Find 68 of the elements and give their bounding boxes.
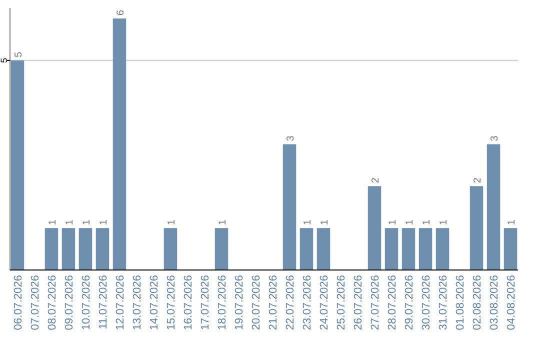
x-tick-label: 26.07.2026	[352, 275, 365, 330]
bar	[384, 228, 398, 270]
data-label: 1	[438, 219, 450, 226]
bar	[300, 228, 314, 270]
x-tick-label: 22.07.2026	[284, 275, 296, 330]
x-tick-label: 30.07.2026	[420, 275, 433, 330]
bar	[214, 228, 228, 270]
data-label: 1	[217, 219, 228, 226]
bar	[368, 186, 382, 270]
x-tick-label: 25.07.2026	[336, 275, 348, 330]
data-label: 1	[388, 219, 399, 226]
data-label: 3	[490, 135, 501, 142]
x-tick-label: 21.07.2026	[268, 275, 280, 330]
data-label: 5	[0, 58, 9, 63]
x-tick-label: 31.07.2026	[438, 275, 450, 330]
bar	[78, 228, 92, 270]
x-tick-label: 01.08.2026	[454, 275, 467, 330]
x-tick-label: 06.07.2026	[12, 275, 24, 330]
x-tick-label: 03.08.2026	[488, 275, 501, 330]
x-tick-label: 10.07.2026	[80, 275, 92, 330]
bar	[436, 228, 450, 270]
x-tick-label: 20.07.2026	[250, 275, 262, 330]
x-tick-label: 11.07.2026	[97, 275, 110, 330]
x-tick-label: 07.07.2026	[29, 275, 42, 330]
data-label: 1	[47, 219, 58, 226]
data-label: 1	[166, 219, 178, 226]
x-tick-label: 18.07.2026	[216, 275, 228, 330]
data-label: 6	[115, 9, 126, 16]
x-tick-label: 17.07.2026	[199, 275, 212, 330]
x-tick-label: 12.07.2026	[114, 275, 126, 330]
data-label: 1	[320, 219, 331, 226]
x-tick-label: 16.07.2026	[182, 275, 194, 330]
data-label: 1	[404, 219, 416, 226]
bar	[44, 228, 58, 270]
x-tick-label: 08.07.2026	[46, 275, 58, 330]
x-tick-label: 19.07.2026	[234, 275, 246, 330]
bar	[316, 228, 330, 270]
bar	[62, 228, 76, 270]
data-label: 1	[81, 219, 92, 226]
x-tick-label: 29.07.2026	[404, 275, 416, 330]
x-tick-label: 09.07.2026	[63, 275, 76, 330]
x-tick-label: 23.07.2026	[302, 275, 314, 330]
bar	[282, 144, 296, 270]
data-label: 1	[98, 219, 110, 226]
x-tick-label: 28.07.2026	[386, 275, 399, 330]
x-tick-label: 24.07.2026	[318, 275, 331, 330]
bar	[10, 60, 24, 270]
data-label: 1	[302, 219, 314, 226]
x-tick-label: 27.07.2026	[370, 275, 382, 330]
bar	[402, 228, 416, 270]
x-tick-label: 04.08.2026	[506, 275, 518, 330]
bar	[486, 144, 500, 270]
data-label: 2	[472, 177, 484, 184]
x-tick-label: 14.07.2026	[148, 275, 160, 330]
data-label: 2	[370, 177, 382, 184]
data-label: 3	[286, 135, 296, 142]
bar	[504, 228, 518, 270]
bar	[112, 18, 126, 270]
x-tick-label: 15.07.2026	[165, 275, 178, 330]
data-label: 1	[422, 219, 433, 226]
x-tick-label: 13.07.2026	[131, 275, 144, 330]
bar	[470, 186, 484, 270]
bar	[96, 228, 110, 270]
bar	[164, 228, 178, 270]
x-tick-label: 02.08.2026	[472, 275, 484, 330]
bar	[418, 228, 432, 270]
data-label: 1	[64, 219, 76, 226]
data-label: 1	[506, 219, 518, 226]
